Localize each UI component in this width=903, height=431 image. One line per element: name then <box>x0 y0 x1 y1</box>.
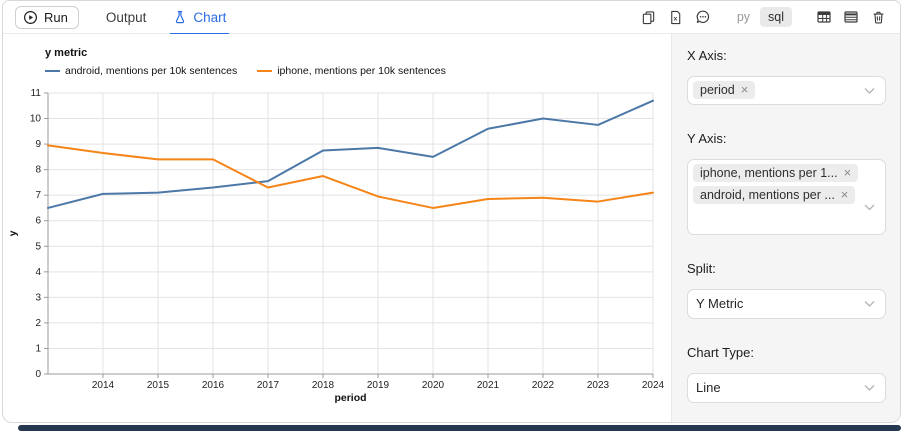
split-select[interactable]: Y Metric <box>687 289 886 319</box>
chip-label: iphone, mentions per 1... <box>700 166 838 180</box>
svg-text:9: 9 <box>35 139 41 150</box>
y-axis-chips: iphone, mentions per 1... × android, men… <box>693 164 859 204</box>
svg-text:5: 5 <box>35 241 41 252</box>
svg-text:2015: 2015 <box>147 380 170 391</box>
table-header-icon[interactable] <box>814 7 834 27</box>
chevron-down-icon <box>864 204 875 211</box>
export-file-icon[interactable]: x <box>666 7 686 27</box>
tab-output[interactable]: Output <box>106 1 147 34</box>
tab-chart-label: Chart <box>193 9 227 25</box>
svg-text:2020: 2020 <box>422 380 445 391</box>
legend-item-android: android, mentions per 10k sentences <box>45 65 237 77</box>
play-circle-icon <box>23 10 38 25</box>
line-chart-plot: 0 1 2 3 4 5 6 7 8 9 10 11 2014 2015 2016 2017 2018 2019 20… <box>7 88 665 404</box>
x-axis-select[interactable]: period × <box>687 76 886 105</box>
legend-item-iphone: iphone, mentions per 10k sentences <box>257 65 446 77</box>
split-field: Split: Y Metric <box>687 261 886 319</box>
run-button[interactable]: Run <box>15 5 79 29</box>
chevron-down-icon <box>864 87 875 94</box>
svg-text:2017: 2017 <box>257 380 280 391</box>
svg-text:2014: 2014 <box>92 380 115 391</box>
legend-swatch-iphone <box>257 70 273 72</box>
svg-text:2021: 2021 <box>477 380 500 391</box>
chip-remove-icon[interactable]: × <box>740 82 749 97</box>
chart-type-field: Chart Type: Line <box>687 345 886 403</box>
cell-toolbar: Run Output Chart x py sql <box>3 1 900 35</box>
split-value: Y Metric <box>696 296 744 311</box>
svg-text:period: period <box>334 392 366 404</box>
svg-text:10: 10 <box>30 114 42 125</box>
x-axis-field: X Axis: period × <box>687 48 886 105</box>
chart-type-value: Line <box>696 380 721 395</box>
x-axis-chip-period: period × <box>693 81 756 99</box>
svg-text:7: 7 <box>35 190 41 201</box>
svg-text:2018: 2018 <box>312 380 335 391</box>
copy-icon[interactable] <box>639 7 659 27</box>
svg-text:8: 8 <box>35 165 41 176</box>
language-py-button[interactable]: py <box>736 10 751 24</box>
chart-canvas: y metric android, mentions per 10k sente… <box>3 34 671 422</box>
y-axis-label: Y Axis: <box>687 131 727 146</box>
chart-legend: y metric android, mentions per 10k sente… <box>45 46 446 77</box>
legend-label-android: android, mentions per 10k sentences <box>65 65 238 77</box>
svg-text:3: 3 <box>35 292 41 303</box>
chip-label: period <box>700 83 735 97</box>
legend-items: android, mentions per 10k sentences ipho… <box>45 65 446 77</box>
run-button-label: Run <box>44 9 68 25</box>
tab-chart[interactable]: Chart <box>170 1 230 35</box>
svg-text:0: 0 <box>35 369 41 380</box>
svg-text:2022: 2022 <box>532 380 555 391</box>
cell-content: y metric android, mentions per 10k sente… <box>3 34 900 422</box>
legend-swatch-android <box>45 70 60 72</box>
flask-chart-icon <box>173 10 187 24</box>
trash-icon[interactable] <box>868 7 888 27</box>
svg-text:11: 11 <box>31 88 42 99</box>
svg-text:2019: 2019 <box>367 380 390 391</box>
svg-text:2016: 2016 <box>202 380 225 391</box>
comment-icon[interactable] <box>693 7 713 27</box>
chart-cell: Run Output Chart x py sql <box>2 0 901 423</box>
chip-remove-icon[interactable]: × <box>843 165 852 180</box>
chip-remove-icon[interactable]: × <box>840 187 849 202</box>
y-axis-field: Y Axis: iphone, mentions per 1... × andr… <box>687 131 886 235</box>
table-rows-icon[interactable] <box>841 7 861 27</box>
chart-type-select[interactable]: Line <box>687 373 886 403</box>
chip-label: android, mentions per ... <box>700 188 835 202</box>
legend-label-iphone: iphone, mentions per 10k sentences <box>277 65 446 77</box>
y-axis-select[interactable]: iphone, mentions per 1... × android, men… <box>687 159 886 235</box>
svg-text:1: 1 <box>35 343 41 354</box>
y-axis-chip-iphone: iphone, mentions per 1... × <box>693 164 859 182</box>
x-axis-label: X Axis: <box>687 48 727 63</box>
svg-text:4: 4 <box>35 267 41 278</box>
split-label: Split: <box>687 261 716 276</box>
adjacent-cell-selection-bar[interactable] <box>18 425 901 431</box>
chevron-down-icon <box>864 301 875 308</box>
language-sql-button[interactable]: sql <box>760 7 792 27</box>
svg-text:2023: 2023 <box>587 380 610 391</box>
y-axis-chip-android: android, mentions per ... × <box>693 186 856 204</box>
svg-text:y: y <box>7 230 19 236</box>
chart-config-panel: X Axis: period × Y Axis: <box>671 34 900 422</box>
legend-title: y metric <box>45 47 88 59</box>
chevron-down-icon <box>864 385 875 392</box>
svg-text:6: 6 <box>35 216 41 227</box>
chart-type-label: Chart Type: <box>687 345 754 360</box>
svg-text:2024: 2024 <box>642 380 665 391</box>
svg-text:2: 2 <box>35 318 41 329</box>
tab-output-label: Output <box>105 9 147 25</box>
svg-text:x: x <box>674 15 678 22</box>
